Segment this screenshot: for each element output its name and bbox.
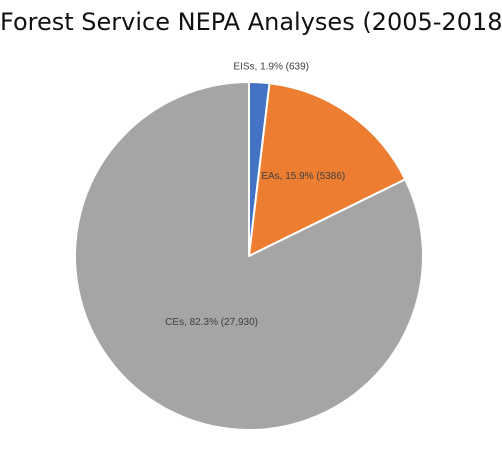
pie-slices xyxy=(74,80,424,431)
slice-label-eiss: EISs, 1.9% (639) xyxy=(233,61,309,72)
slice-label-eas: EAs, 15.9% (5386) xyxy=(261,171,345,182)
pie-slice-labels: EISs, 1.9% (639) EAs, 15.9% (5386) CEs, 82… xyxy=(165,61,345,328)
slice-label-ces: CEs, 82.3% (27,930) xyxy=(165,317,258,328)
pie-slice-ces xyxy=(74,81,424,431)
pie-slice-eas xyxy=(248,82,407,257)
chart-title: Forest Service NEPA Analyses (2005-2018) xyxy=(0,8,502,36)
